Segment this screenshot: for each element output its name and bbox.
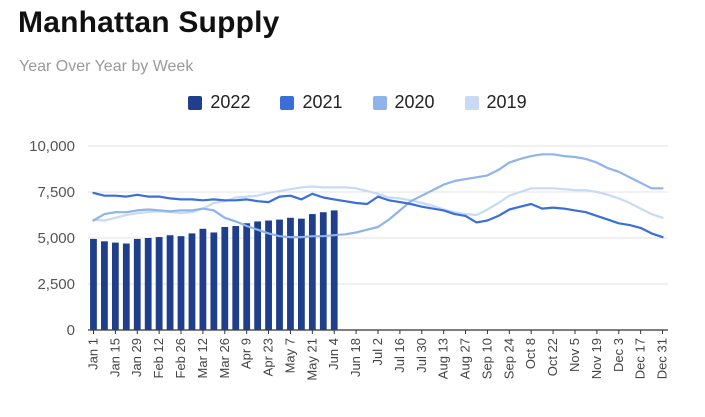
x-tick-label: Sep 10	[479, 338, 494, 379]
legend-swatch-2022	[188, 95, 203, 110]
x-tick-label: Nov 5	[567, 338, 582, 372]
bar-2022	[199, 228, 207, 330]
x-tick-label: Jan 29	[129, 338, 144, 377]
y-tick-label: 0	[67, 322, 75, 339]
y-tick-label: 7,500	[37, 184, 75, 201]
line-2021	[92, 191, 664, 239]
bar-2022	[144, 238, 152, 330]
x-tick-label: Nov 19	[589, 338, 604, 379]
bar-2022	[90, 238, 97, 330]
bar-2022	[221, 226, 229, 330]
x-tick-label: Aug 13	[436, 338, 451, 379]
x-tick-label: Jul 2	[370, 338, 385, 365]
bar-2022	[330, 210, 338, 330]
bar-2022	[298, 218, 305, 330]
legend-label-2021: 2021	[302, 92, 343, 112]
legend-item-2020: 2020	[372, 92, 435, 113]
bar-2022	[166, 235, 174, 330]
chart-title: Manhattan Supply	[18, 6, 280, 39]
legend-item-2019: 2019	[464, 92, 527, 113]
x-tick-label: Dec 3	[611, 338, 626, 372]
legend-item-2021: 2021	[280, 92, 343, 113]
bar-2022	[265, 220, 272, 330]
legend-label-2019: 2019	[486, 92, 527, 112]
x-axis-ticks: Jan 1 Jan 15 Jan 29 Feb 12 Feb 26 Mar 12 Mar 2…	[85, 330, 670, 381]
legend-label-2020: 2020	[394, 92, 435, 112]
x-tick-label: Jun 4	[326, 338, 341, 370]
x-tick-label: Dec 31	[655, 338, 670, 379]
legend-swatch-2019	[464, 95, 479, 110]
bar-2022	[188, 233, 196, 330]
bar-2022	[319, 212, 327, 330]
x-tick-label: Jan 1	[85, 338, 100, 370]
bar-2022	[122, 243, 130, 330]
y-tick-label: 2,500	[37, 276, 75, 293]
y-axis-ticks: 0 2,500 5,000 7,500 10,000	[29, 138, 75, 339]
legend-swatch-2021	[280, 95, 295, 110]
x-tick-label: Feb 12	[151, 338, 166, 378]
x-tick-label: Feb 26	[173, 338, 188, 378]
bar-2022	[155, 237, 163, 330]
x-tick-label: Sep 24	[501, 338, 516, 379]
x-tick-label: Dec 17	[633, 338, 648, 379]
x-tick-label: Jul 30	[414, 338, 429, 373]
x-tick-label: May 7	[282, 338, 297, 373]
bar-2022	[287, 217, 294, 330]
gridlines	[88, 145, 668, 331]
x-tick-label: Mar 26	[217, 338, 232, 378]
x-tick-label: May 21	[304, 338, 319, 381]
bar-2022	[210, 232, 218, 330]
legend-item-2022: 2022	[188, 92, 250, 113]
x-tick-label: Mar 12	[195, 338, 210, 378]
x-tick-label: Apr 23	[261, 338, 276, 376]
x-tick-label: Aug 27	[458, 338, 473, 379]
legend-swatch-2020	[372, 95, 387, 110]
bar-2022	[308, 214, 316, 330]
bar-2022	[276, 219, 283, 330]
y-tick-label: 10,000	[29, 138, 75, 155]
x-tick-label: Oct 22	[545, 338, 560, 376]
bar-2022	[254, 221, 262, 330]
bar-2022	[111, 242, 119, 330]
bar-2022	[232, 226, 240, 330]
x-tick-label: Jan 15	[107, 338, 122, 377]
line-2019	[92, 185, 664, 222]
chart-subtitle: Year Over Year by Week	[19, 58, 194, 75]
bars-2022	[90, 210, 338, 330]
series-lines	[92, 153, 664, 239]
x-tick-label: Jun 18	[348, 338, 363, 377]
x-tick-label: Oct 8	[523, 338, 538, 369]
legend-label-2022: 2022	[210, 92, 251, 112]
bar-2022	[133, 238, 141, 330]
y-tick-label: 5,000	[37, 230, 75, 247]
line-2020	[92, 153, 664, 239]
bar-2022	[243, 223, 251, 330]
x-tick-label: Jul 16	[392, 338, 407, 373]
bar-2022	[177, 236, 185, 330]
bar-2022	[101, 241, 108, 330]
x-tick-label: Apr 9	[239, 338, 254, 369]
chart-legend: 2022 2021 2020 2019	[0, 92, 705, 113]
